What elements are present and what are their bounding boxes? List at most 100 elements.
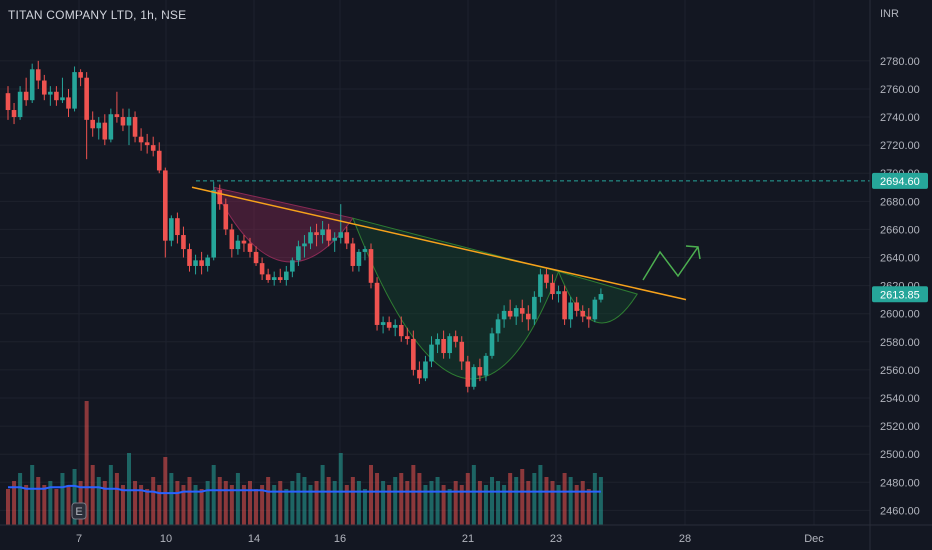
candle-body[interactable] (453, 336, 458, 342)
candle-body[interactable] (417, 369, 422, 379)
candle-body[interactable] (223, 204, 229, 230)
candle-body[interactable] (489, 333, 495, 356)
candle-body[interactable] (538, 274, 543, 297)
earnings-icon[interactable] (71, 502, 87, 520)
candle-body[interactable] (435, 339, 440, 345)
candle-body[interactable] (308, 232, 313, 244)
candle-body[interactable] (568, 302, 573, 320)
candle-body[interactable] (169, 218, 174, 241)
candle-body[interactable] (411, 339, 416, 370)
candle-body[interactable] (368, 249, 374, 283)
candle-body[interactable] (483, 355, 489, 376)
candle-body[interactable] (507, 310, 513, 317)
candle-body[interactable] (102, 122, 108, 140)
candle-body[interactable] (296, 246, 301, 261)
candle-body[interactable] (562, 291, 567, 320)
candle-body[interactable] (17, 91, 23, 118)
candle-body[interactable] (199, 260, 204, 266)
candle-body[interactable] (574, 302, 579, 311)
candle-body[interactable] (42, 80, 47, 95)
candle-body[interactable] (350, 243, 356, 266)
candle-body[interactable] (29, 69, 35, 101)
candle-body[interactable] (501, 310, 507, 320)
candle-body[interactable] (150, 145, 156, 151)
candle-body[interactable] (290, 260, 295, 272)
candle-body[interactable] (526, 313, 531, 320)
candle-body[interactable] (181, 235, 186, 250)
candle-body[interactable] (314, 232, 319, 236)
candle-body[interactable] (302, 243, 307, 247)
candle-body[interactable] (592, 299, 598, 320)
candle-body[interactable] (338, 232, 344, 238)
candle-body[interactable] (132, 117, 138, 137)
candle-body[interactable] (271, 277, 277, 280)
candle-body[interactable] (90, 119, 95, 129)
candle-body[interactable] (217, 190, 223, 205)
candle-body[interactable] (156, 150, 162, 171)
candle-body[interactable] (459, 341, 465, 362)
candle-body[interactable] (78, 72, 83, 78)
candle-body[interactable] (519, 308, 525, 314)
candle-body[interactable] (386, 322, 392, 328)
candle-body[interactable] (259, 263, 265, 275)
candle-body[interactable] (144, 142, 150, 146)
candle-body[interactable] (11, 110, 17, 118)
candle-body[interactable] (72, 72, 77, 109)
candle-body[interactable] (477, 367, 483, 376)
candle-body[interactable] (265, 274, 271, 280)
candle-body[interactable] (5, 93, 11, 111)
candle-body[interactable] (320, 229, 325, 236)
candle-body[interactable] (138, 136, 144, 143)
candle-body[interactable] (465, 361, 471, 387)
candle-body[interactable] (163, 170, 168, 241)
candle-body[interactable] (495, 319, 501, 334)
candle-body[interactable] (193, 260, 198, 266)
candle-body[interactable] (84, 77, 89, 120)
candle-body[interactable] (205, 257, 210, 266)
candle-body[interactable] (580, 310, 586, 317)
candle-body[interactable] (253, 251, 259, 264)
candle-body[interactable] (544, 274, 549, 283)
candle-body[interactable] (284, 271, 289, 280)
candle-body[interactable] (362, 249, 368, 252)
candle-body[interactable] (48, 91, 53, 95)
candle-body[interactable] (447, 336, 452, 354)
candle-body[interactable] (60, 97, 65, 101)
candle-body[interactable] (277, 277, 283, 280)
candle-body[interactable] (326, 229, 331, 241)
candle-body[interactable] (423, 361, 428, 379)
candle-body[interactable] (332, 237, 337, 241)
candle-body[interactable] (586, 316, 592, 320)
candle-body[interactable] (513, 308, 519, 317)
candle-body[interactable] (96, 122, 102, 129)
candle-body[interactable] (229, 229, 235, 250)
candle-body[interactable] (380, 322, 386, 325)
candle-body[interactable] (392, 324, 398, 328)
candle-body[interactable] (175, 218, 180, 236)
candle-body[interactable] (108, 114, 114, 140)
candle-body[interactable] (241, 240, 247, 244)
candle-body[interactable] (374, 282, 380, 325)
candle-body[interactable] (556, 291, 561, 295)
candle-body[interactable] (356, 251, 362, 266)
candle-body[interactable] (344, 232, 350, 244)
candle-body[interactable] (550, 282, 555, 295)
candle-body[interactable] (35, 69, 41, 81)
candle-body[interactable] (471, 367, 477, 387)
candle-body[interactable] (405, 336, 410, 339)
candle-body[interactable] (532, 296, 537, 320)
candle-body[interactable] (598, 294, 604, 300)
candle-body[interactable] (235, 240, 241, 250)
candle-body[interactable] (429, 344, 434, 362)
candle-body[interactable] (54, 91, 59, 101)
candle-body[interactable] (398, 324, 404, 337)
candle-body[interactable] (23, 91, 29, 101)
candle-body[interactable] (247, 243, 253, 252)
candle-body[interactable] (120, 117, 126, 126)
candle-body[interactable] (187, 249, 192, 266)
candle-body[interactable] (114, 114, 120, 118)
candle-body[interactable] (126, 117, 132, 126)
candle-body[interactable] (66, 97, 71, 109)
candle-body[interactable] (211, 190, 216, 258)
